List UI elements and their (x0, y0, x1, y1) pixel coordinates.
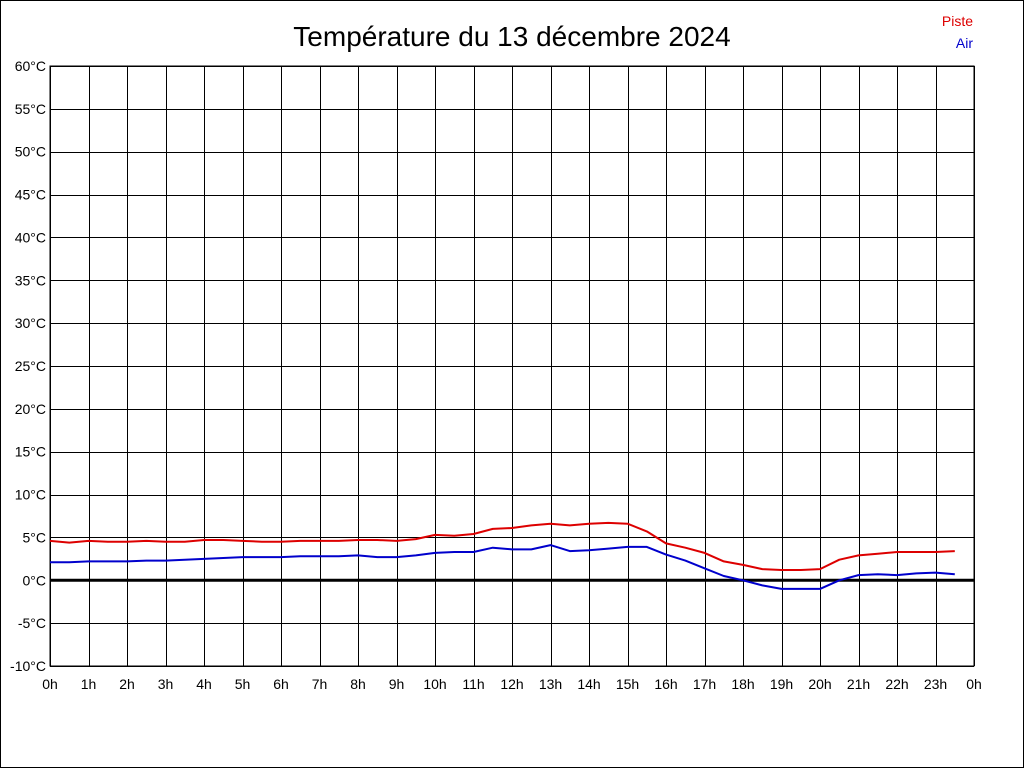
y-tick-label: 40°C (15, 229, 46, 245)
x-tick-label: 10h (423, 676, 446, 692)
x-tick-label: 15h (616, 676, 639, 692)
y-axis-ticks: 60°C 55°C 50°C 45°C 40°C 35°C 30°C 25°C 20°C 15°C… (10, 58, 46, 674)
y-tick-label: 50°C (15, 144, 46, 160)
y-tick-label: 30°C (15, 315, 46, 331)
y-tick-label: 15°C (15, 444, 46, 460)
y-tick-label: 45°C (15, 187, 46, 203)
legend-entry-air: Air (956, 35, 973, 51)
y-tick-label: 35°C (15, 272, 46, 288)
chart-title: Température du 13 décembre 2024 (293, 21, 730, 52)
x-tick-label: 0h (42, 676, 58, 692)
x-tick-label: 18h (731, 676, 754, 692)
grid (49, 65, 975, 667)
y-tick-label: 10°C (15, 487, 46, 503)
y-tick-label: 20°C (15, 401, 46, 417)
x-tick-label: 1h (81, 676, 97, 692)
x-tick-label: 3h (158, 676, 174, 692)
y-tick-label: -10°C (10, 658, 46, 674)
legend: Piste Air (942, 13, 973, 51)
x-tick-label: 6h (273, 676, 289, 692)
x-tick-label: 7h (312, 676, 328, 692)
x-tick-label: 19h (770, 676, 793, 692)
x-tick-label: 21h (847, 676, 870, 692)
y-tick-label: 0°C (23, 572, 47, 588)
x-tick-label: 17h (693, 676, 716, 692)
y-tick-label: 60°C (15, 58, 46, 74)
x-tick-label: 23h (924, 676, 947, 692)
x-tick-label: 20h (808, 676, 831, 692)
series-lines (49, 521, 955, 590)
x-tick-label: 12h (500, 676, 523, 692)
x-tick-label: 14h (577, 676, 600, 692)
y-tick-label: 5°C (23, 529, 47, 545)
x-tick-label: 8h (350, 676, 366, 692)
x-tick-label: 4h (196, 676, 212, 692)
x-tick-label: 16h (654, 676, 677, 692)
y-tick-label: 25°C (15, 358, 46, 374)
x-tick-label: 9h (389, 676, 405, 692)
x-tick-label: 2h (119, 676, 135, 692)
x-tick-label: 5h (235, 676, 251, 692)
series-line-piste (49, 521, 955, 571)
x-tick-label: 13h (539, 676, 562, 692)
series-line-air (50, 544, 955, 590)
x-tick-label: 22h (885, 676, 908, 692)
y-tick-label: -5°C (18, 615, 46, 631)
x-tick-label: 0h (966, 676, 982, 692)
x-axis-ticks: 0h 1h 2h 3h 4h 5h 6h 7h 8h 9h 10h 11h 12h 13h 14h 15h 16… (42, 676, 982, 692)
y-tick-label: 55°C (15, 101, 46, 117)
x-tick-label: 11h (462, 676, 484, 692)
legend-entry-piste: Piste (942, 13, 973, 29)
